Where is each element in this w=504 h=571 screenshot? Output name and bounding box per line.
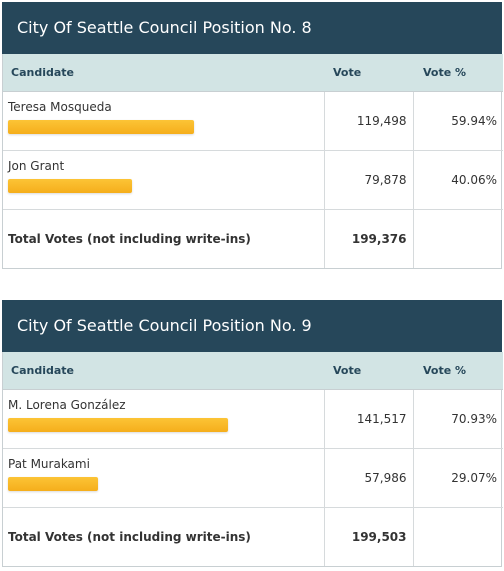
vote-column-header: Vote <box>324 352 413 390</box>
race-card-position-9: City Of Seattle Council Position No. 9 C… <box>2 300 503 567</box>
vote-percent: 40.06% <box>413 150 503 210</box>
vote-percent: 70.93% <box>413 389 503 449</box>
candidate-cell: M. Lorena González <box>3 389 325 449</box>
total-percent-empty <box>413 507 503 566</box>
candidate-cell: Teresa Mosqueda <box>3 91 325 151</box>
table-header-row: Candidate Vote Vote % <box>3 54 503 92</box>
vote-share-bar <box>8 418 228 432</box>
results-table: Candidate Vote Vote % Teresa Mosqueda 11… <box>3 54 503 268</box>
table-row: M. Lorena González 141,517 70.93% <box>3 389 503 449</box>
results-table: Candidate Vote Vote % M. Lorena González… <box>3 352 503 566</box>
candidate-column-header: Candidate <box>3 54 324 92</box>
vote-percent: 59.94% <box>413 91 503 151</box>
vote-count: 119,498 <box>324 91 414 151</box>
candidate-cell: Pat Murakami <box>3 448 325 508</box>
candidate-name: Teresa Mosqueda <box>8 100 112 114</box>
vote-share-bar <box>8 120 194 134</box>
total-percent-empty <box>413 209 503 268</box>
candidate-column-header: Candidate <box>3 352 324 390</box>
total-vote-count: 199,503 <box>324 507 414 566</box>
table-row: Jon Grant 79,878 40.06% <box>3 150 503 210</box>
table-row: Pat Murakami 57,986 29.07% <box>3 448 503 508</box>
vote-count: 141,517 <box>324 389 414 449</box>
vote-count: 57,986 <box>324 448 414 508</box>
candidate-name: Jon Grant <box>8 159 65 173</box>
total-row: Total Votes (not including write-ins) 19… <box>3 209 503 268</box>
candidate-cell: Jon Grant <box>3 150 325 210</box>
table-row: Teresa Mosqueda 119,498 59.94% <box>3 91 503 151</box>
race-card-position-8: City Of Seattle Council Position No. 8 C… <box>2 2 503 269</box>
vote-share-bar <box>8 179 132 193</box>
race-title: City Of Seattle Council Position No. 8 <box>2 2 502 54</box>
vote-percent: 29.07% <box>413 448 503 508</box>
total-label: Total Votes (not including write-ins) <box>3 507 325 566</box>
vote-percent-column-header: Vote % <box>413 352 503 390</box>
total-vote-count: 199,376 <box>324 209 414 268</box>
total-row: Total Votes (not including write-ins) 19… <box>3 507 503 566</box>
vote-percent-column-header: Vote % <box>413 54 503 92</box>
candidate-name: Pat Murakami <box>8 457 90 471</box>
table-header-row: Candidate Vote Vote % <box>3 352 503 390</box>
candidate-name: M. Lorena González <box>8 398 126 412</box>
vote-share-bar <box>8 477 98 491</box>
vote-count: 79,878 <box>324 150 414 210</box>
total-label: Total Votes (not including write-ins) <box>3 209 325 268</box>
vote-column-header: Vote <box>324 54 413 92</box>
race-title: City Of Seattle Council Position No. 9 <box>2 300 502 352</box>
